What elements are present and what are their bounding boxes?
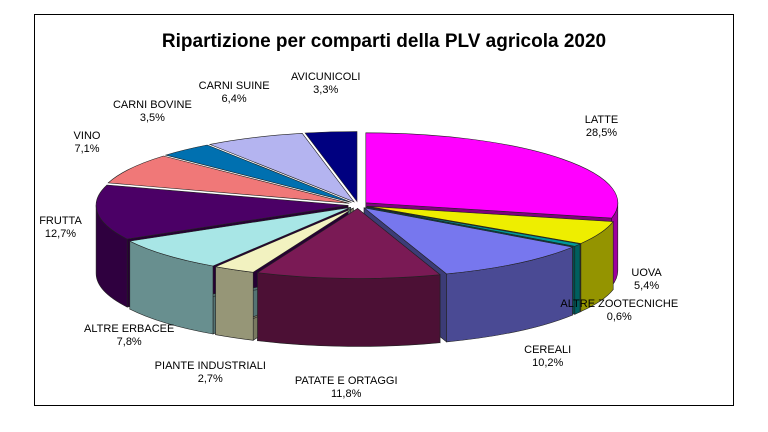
slice-label-piante-industriali: PIANTE INDUSTRIALI 2,7%: [155, 360, 266, 386]
pie-slice-carni-suine: [208, 132, 355, 203]
slice-label-altre-zootecniche: ALTRE ZOOTECNICHE 0,6%: [560, 298, 678, 324]
pie-slice-uova: [367, 206, 614, 244]
slice-label-value: 7,8%: [116, 335, 142, 348]
slice-label-cereali: CEREALI 10,2%: [524, 344, 571, 370]
chart-frame: Ripartizione per comparti della PLV agri…: [34, 14, 734, 406]
slice-label-name: CARNI SUINE: [198, 79, 270, 92]
slice-label-patate-e-ortaggi: PATATE E ORTAGGI 11,8%: [295, 375, 398, 401]
pie-side-walls: [95, 202, 619, 347]
slice-label-vino: VINO 7,1%: [74, 130, 101, 156]
pie-slice-altre-erbacee: [128, 207, 351, 267]
slice-label-value: 0,6%: [606, 310, 632, 323]
slice-label-name: VINO: [73, 129, 101, 142]
pie-slice-cereali: [363, 207, 574, 275]
pie-chart: [95, 131, 619, 347]
slice-label-name: CARNI BOVINE: [112, 99, 192, 112]
slice-label-name: UOVA: [631, 266, 662, 279]
slice-label-value: 11,8%: [331, 388, 362, 400]
slice-label-name: FRUTTA: [39, 215, 82, 228]
pie-slice-altre-zootecniche: [366, 206, 581, 247]
slice-label-value: 6,4%: [221, 92, 247, 105]
slice-label-latte: LATTE 28,5%: [585, 114, 618, 140]
slice-label-value: 7,1%: [74, 142, 100, 155]
pie-slice-piante-industriali: [214, 207, 354, 273]
pie-slice-vino: [107, 155, 350, 204]
chart-title: Ripartizione per comparti della PLV agri…: [161, 31, 607, 52]
slice-label-name: PIANTE INDUSTRIALI: [154, 359, 266, 372]
slice-label-value: 3,5%: [139, 112, 165, 125]
slice-label-name: PATATE E ORTAGGI: [294, 375, 398, 387]
slice-label-value: 10,2%: [532, 356, 564, 369]
slice-label-name: ALTRE ZOOTECNICHE: [560, 297, 679, 310]
pie-slice-latte: [365, 132, 619, 219]
slice-label-frutta: FRUTTA 12,7%: [39, 215, 82, 241]
slice-label-uova: UOVA 5,4%: [631, 267, 661, 293]
slice-label-name: ALTRE ERBACEE: [84, 322, 175, 335]
pie-slice-avicunicoli: [304, 131, 358, 203]
slice-label-name: AVICUNICOLI: [290, 70, 361, 83]
slice-label-name: CEREALI: [524, 343, 572, 356]
pie-top-faces: [95, 131, 619, 279]
slice-label-value: 3,3%: [313, 83, 339, 96]
pie-side-patate-e-ortaggi: [257, 272, 441, 347]
slice-label-value: 28,5%: [585, 127, 618, 140]
slice-label-carni-bovine: CARNI BOVINE 3,5%: [113, 99, 192, 125]
pie-slice-frutta: [95, 184, 349, 240]
slice-label-value: 12,7%: [44, 228, 77, 241]
slice-label-avicunicoli: AVICUNICOLI 3,3%: [291, 71, 360, 97]
slice-label-carni-suine: CARNI SUINE 6,4%: [199, 80, 270, 106]
slice-label-altre-erbacee: ALTRE ERBACEE 7,8%: [84, 323, 174, 349]
slice-label-value: 5,4%: [634, 279, 660, 292]
slice-label-value: 2,7%: [197, 372, 223, 385]
pie-slice-carni-bovine: [164, 144, 352, 203]
slice-label-name: LATTE: [584, 114, 619, 127]
pie-side-piante-industriali: [215, 266, 254, 341]
pie-slice-patate-e-ortaggi: [256, 208, 441, 279]
